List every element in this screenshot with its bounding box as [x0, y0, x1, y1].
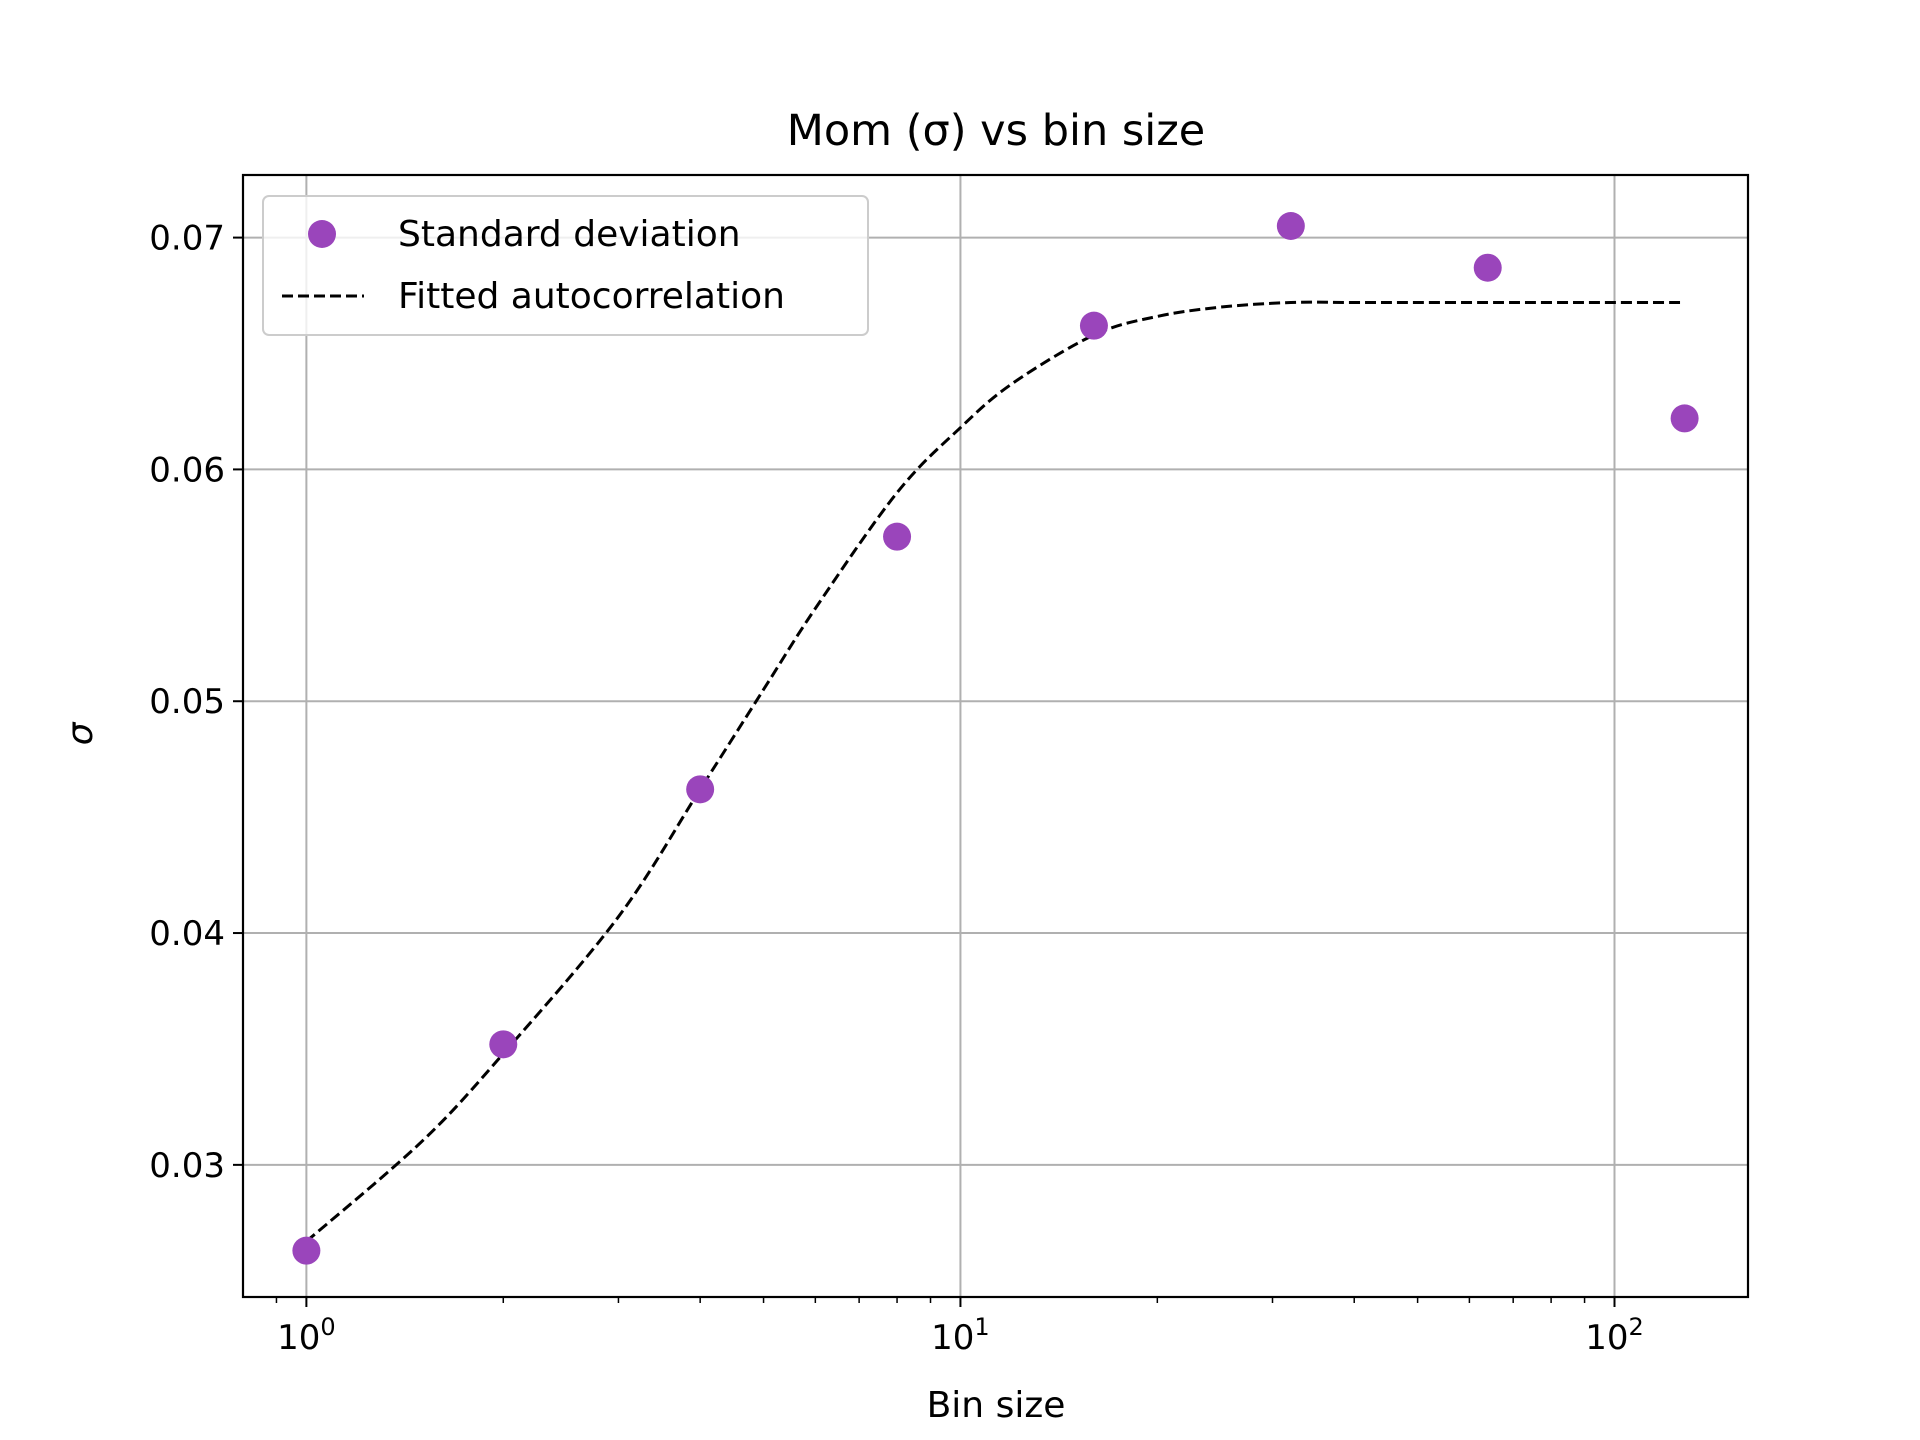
legend: Standard deviation Fitted autocorrelatio…	[262, 195, 869, 336]
axis-ticks: 100 101 102 0.03 0.04 0.05 0.06 0.07	[149, 219, 1643, 1358]
standard-deviation-point	[292, 1236, 321, 1265]
standard-deviation-point	[883, 522, 912, 551]
standard-deviation-point	[686, 775, 715, 804]
legend-label-fitted-autocorrelation: Fitted autocorrelation	[398, 276, 785, 317]
standard-deviation-point	[1079, 311, 1108, 340]
y-tick-label: 0.04	[149, 914, 225, 954]
y-tick-label: 0.07	[149, 219, 225, 259]
x-axis-label: Bin size	[927, 1385, 1066, 1426]
x-tick-label: 100	[277, 1313, 336, 1358]
legend-label-standard-deviation: Standard deviation	[398, 214, 741, 255]
legend-box	[262, 195, 869, 336]
y-axis-label: σ	[60, 721, 101, 745]
y-tick-label: 0.03	[149, 1146, 225, 1186]
legend-marker-standard-deviation	[308, 220, 336, 248]
x-tick-label: 101	[931, 1313, 990, 1358]
y-tick-label: 0.06	[149, 450, 225, 490]
scatter-points	[292, 212, 1699, 1265]
standard-deviation-point	[1276, 212, 1305, 240]
standard-deviation-point	[1670, 404, 1699, 433]
y-tick-label: 0.05	[149, 682, 225, 722]
plot-area-frame	[241, 173, 1750, 1299]
standard-deviation-point	[489, 1030, 518, 1059]
fitted-autocorrelation-line	[305, 300, 1685, 1243]
fitted-line-layer	[305, 300, 1685, 1243]
x-tick-label: 102	[1585, 1313, 1644, 1358]
standard-deviation-point	[1473, 253, 1502, 282]
chart-title: Mom (σ) vs bin size	[787, 106, 1206, 156]
